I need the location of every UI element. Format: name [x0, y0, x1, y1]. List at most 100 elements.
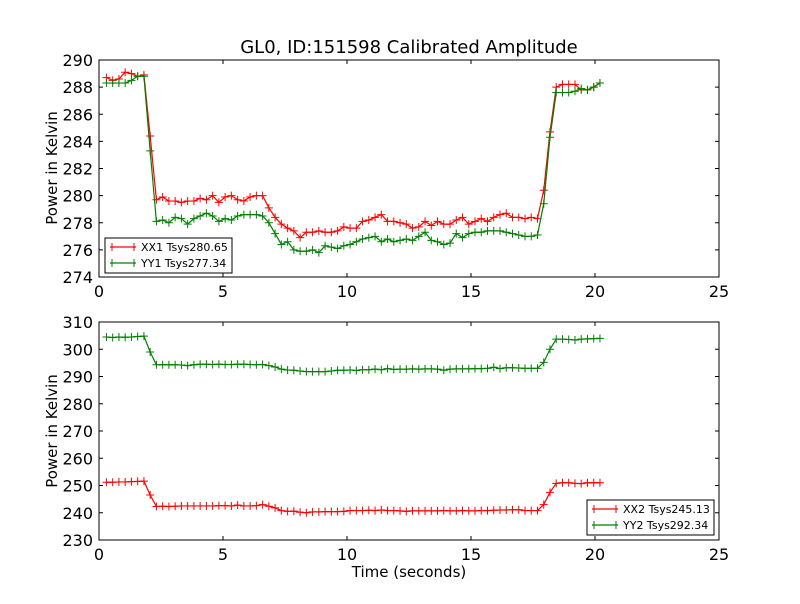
data-point-marker	[277, 365, 286, 374]
y-tick-label: 282	[62, 160, 93, 179]
legend: XX2 Tsys245.13 YY2 Tsys292.34	[586, 499, 715, 536]
data-point-marker	[383, 235, 392, 244]
data-point-marker	[346, 365, 355, 374]
data-point-marker	[358, 217, 367, 226]
data-point-marker	[177, 198, 186, 207]
data-point-marker	[427, 236, 436, 245]
x-tick-label: 20	[585, 282, 605, 301]
data-point-marker	[252, 501, 261, 510]
data-point-marker	[108, 333, 117, 342]
data-point-marker	[289, 366, 298, 375]
data-point-marker	[458, 233, 467, 242]
data-point-marker	[271, 229, 280, 238]
data-point-marker	[202, 209, 211, 218]
data-point-marker	[146, 347, 155, 356]
data-point-marker	[471, 217, 480, 226]
data-point-marker	[164, 218, 173, 227]
data-point-marker	[233, 211, 242, 220]
data-point-marker	[339, 222, 348, 231]
data-point-marker	[264, 218, 273, 227]
x-tick-label: 10	[337, 282, 357, 301]
data-point-marker	[264, 203, 273, 212]
data-point-marker	[283, 237, 292, 246]
data-point-marker	[514, 213, 523, 222]
y-tick-label: 280	[62, 187, 93, 206]
data-point-marker	[214, 198, 223, 207]
data-point-marker	[339, 241, 348, 250]
data-point-marker	[539, 358, 548, 367]
data-point-marker	[146, 491, 155, 500]
data-point-marker	[489, 213, 498, 222]
data-point-marker	[352, 224, 361, 233]
data-point-marker	[414, 222, 423, 231]
data-point-marker	[302, 508, 311, 517]
data-point-marker	[570, 335, 579, 344]
data-point-marker	[364, 365, 373, 374]
legend-marker-icon	[593, 521, 617, 529]
data-point-marker	[396, 236, 405, 245]
y-tick-label: 310	[62, 313, 93, 332]
legend: XX1 Tsys280.65 YY1 Tsys277.34	[104, 237, 233, 274]
data-point-marker	[570, 80, 579, 89]
x-axis-label: Time (seconds)	[351, 563, 467, 581]
data-point-marker	[502, 209, 511, 218]
data-point-marker	[414, 232, 423, 241]
x-tick-label: 5	[218, 545, 228, 564]
data-point-marker	[139, 332, 148, 341]
data-point-marker	[446, 220, 455, 229]
data-point-marker	[327, 228, 336, 237]
data-point-marker	[502, 228, 511, 237]
legend-marker-icon	[111, 243, 135, 251]
top-y-axis-label: Power in Kelvin	[43, 111, 61, 225]
chart-title: GL0, ID:151598 Calibrated Amplitude	[240, 37, 578, 58]
x-tick-label: 15	[461, 282, 481, 301]
data-point-marker	[377, 210, 386, 219]
data-point-marker	[577, 479, 586, 488]
legend-label: YY1 Tsys277.34	[140, 257, 226, 270]
data-point-marker	[371, 213, 380, 222]
data-point-marker	[421, 228, 430, 237]
y-tick-label: 278	[62, 214, 93, 233]
data-point-marker	[327, 367, 336, 376]
data-point-marker	[464, 220, 473, 229]
data-point-marker	[464, 229, 473, 238]
data-point-marker	[439, 240, 448, 249]
data-point-marker	[452, 229, 461, 238]
data-point-marker	[408, 236, 417, 245]
y-tick-label: 290	[62, 368, 93, 387]
data-point-marker	[527, 213, 536, 222]
data-point-marker	[583, 85, 592, 94]
data-point-marker	[477, 228, 486, 237]
data-point-marker	[570, 87, 579, 96]
data-point-marker	[264, 502, 273, 511]
y-tick-label: 240	[62, 504, 93, 523]
data-point-marker	[396, 218, 405, 227]
data-point-marker	[258, 500, 267, 509]
data-point-marker	[595, 478, 604, 487]
data-point-marker	[483, 217, 492, 226]
legend-marker-icon	[111, 259, 135, 267]
x-tick-label: 0	[94, 545, 104, 564]
data-point-marker	[127, 332, 136, 341]
data-point-marker	[539, 500, 548, 509]
data-point-marker	[189, 214, 198, 223]
legend-box	[104, 237, 233, 274]
data-point-marker	[352, 237, 361, 246]
data-point-marker	[221, 192, 230, 201]
data-point-marker	[352, 366, 361, 375]
data-point-marker	[358, 235, 367, 244]
data-point-marker	[189, 360, 198, 369]
data-point-marker	[452, 216, 461, 225]
data-point-marker	[483, 364, 492, 373]
data-point-marker	[389, 217, 398, 226]
data-point-marker	[221, 214, 230, 223]
data-point-marker	[364, 216, 373, 225]
data-point-marker	[296, 367, 305, 376]
data-point-marker	[377, 237, 386, 246]
data-point-marker	[177, 214, 186, 223]
y-tick-label: 280	[62, 395, 93, 414]
data-point-marker	[239, 197, 248, 206]
data-point-marker	[233, 501, 242, 510]
data-point-marker	[152, 217, 161, 226]
data-point-marker	[171, 197, 180, 206]
